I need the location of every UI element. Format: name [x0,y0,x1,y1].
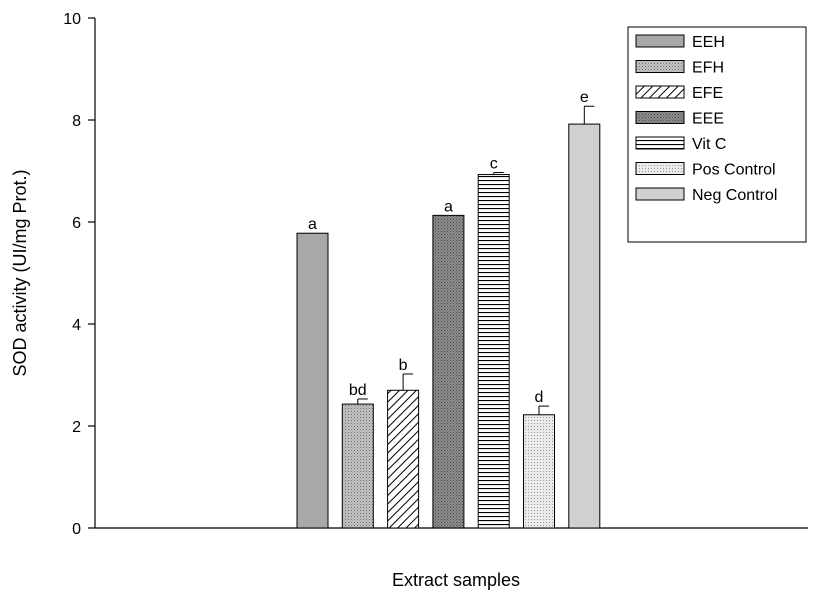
significance-letter: b [399,357,408,374]
legend-swatch [635,85,685,99]
y-axis-label: SOD activity (UI/mg Prot.) [10,169,30,376]
y-tick-label: 2 [72,419,81,436]
significance-letter: d [535,389,544,406]
y-tick-label: 6 [72,215,81,232]
bar-eee [432,214,465,529]
legend-swatch [635,60,685,73]
legend-label: Vit C [692,136,726,153]
axes: 0 2 4 6 8 10 [63,11,808,538]
legend-label: EEE [692,111,724,128]
significance-letter: a [444,198,453,215]
legend-swatch [635,136,685,150]
legend-label: Pos Control [692,162,776,179]
bar-pos-control [523,414,555,529]
significance-letter: a [308,216,317,233]
legend-swatch [635,162,685,175]
significance-letter: e [580,89,589,106]
legend-label: EFH [692,60,724,77]
bar-eeh [296,232,329,529]
bar-efe [387,389,420,529]
legend-swatch [635,111,685,124]
bar-neg-control [568,123,601,529]
y-tick-label: 8 [72,113,81,130]
legend-swatch [635,34,685,48]
x-axis-label: Extract samples [392,570,520,590]
significance-letter: c [490,156,498,173]
bar-efh [341,403,374,529]
legend-label: EEH [692,34,725,51]
bar-vit-c [477,174,510,529]
significance-letter: bd [349,382,367,399]
legend: EEH EFH EFE EEE Vit C Pos Control Neg Control [627,26,807,243]
legend-swatch [635,187,685,201]
legend-label: EFE [692,85,723,102]
y-tick-label: 4 [72,317,81,334]
legend-label: Neg Control [692,187,777,204]
y-tick-label: 10 [63,11,81,28]
bars-group: a bd b a c d e [296,89,601,529]
y-tick-label: 0 [72,521,81,538]
